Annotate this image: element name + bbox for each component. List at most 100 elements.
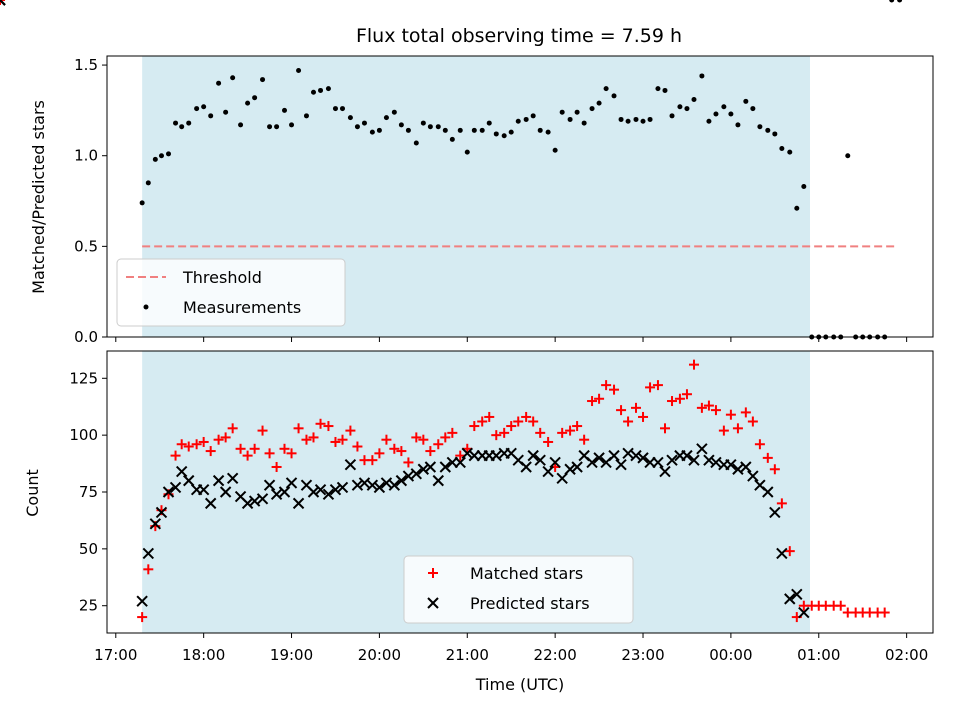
matched-star-point xyxy=(623,416,634,427)
matched-star-point xyxy=(521,411,532,422)
matched-star-point xyxy=(293,423,304,434)
x-tick-label: 00:00 xyxy=(709,646,752,664)
bottom-y-ticks: 25 50 75 100 125 xyxy=(69,369,107,615)
measurement-point xyxy=(633,116,639,122)
bottom-panel: 25 50 75 100 125 17:00 18:00 19:00 20:00 21:00 22… xyxy=(0,0,934,694)
predicted-star-point xyxy=(402,470,415,482)
y-tick-label: 1.5 xyxy=(74,56,98,74)
predicted-star-point xyxy=(169,481,182,494)
predicted-star-point xyxy=(622,447,634,460)
measurement-point xyxy=(457,127,463,133)
matched-star-point xyxy=(703,400,714,411)
top-axes-frame xyxy=(106,55,934,338)
y-tick-label: 0.5 xyxy=(74,237,98,255)
measurement-point xyxy=(139,200,145,206)
legend-threshold-label: Threshold xyxy=(182,268,262,287)
measurement-point xyxy=(245,100,251,106)
predicted-star-point xyxy=(204,497,217,510)
matched-star-point xyxy=(447,427,458,438)
predicted-star-point xyxy=(542,465,554,478)
predicted-star-point xyxy=(593,452,605,464)
matched-star-point xyxy=(191,439,202,450)
predicted-star-point xyxy=(395,474,408,487)
predicted-star-point xyxy=(630,449,642,462)
matched-star-point xyxy=(469,421,480,432)
predicted-star-points xyxy=(0,0,810,619)
matched-star-point xyxy=(535,427,546,438)
predicted-star-point xyxy=(769,506,781,519)
predicted-star-point xyxy=(241,497,254,510)
matched-star-point xyxy=(557,427,568,438)
measurement-point xyxy=(427,124,433,130)
predicted-star-point xyxy=(142,547,155,560)
matched-star-point xyxy=(594,393,605,404)
predicted-star-point xyxy=(791,588,803,601)
legend-measurements-swatch xyxy=(143,304,149,310)
matched-star-point xyxy=(565,425,576,436)
predicted-star-point xyxy=(432,474,444,487)
y-tick-label: 1.0 xyxy=(74,147,98,165)
predicted-star-point xyxy=(183,474,195,487)
matched-star-point xyxy=(323,421,334,432)
predicted-star-point xyxy=(586,456,598,469)
matched-star-point xyxy=(170,450,181,461)
x-tick-label: 23:00 xyxy=(621,646,664,664)
legend-matched-swatch xyxy=(428,568,438,578)
matched-star-point xyxy=(769,464,780,475)
matched-star-point xyxy=(630,402,641,413)
measurement-point xyxy=(179,124,185,130)
predicted-star-point xyxy=(520,461,532,473)
measurement-point xyxy=(230,75,236,81)
matched-star-point xyxy=(301,434,312,445)
measurement-point xyxy=(166,151,172,157)
matched-star-point xyxy=(754,439,765,450)
measurement-point xyxy=(318,87,324,93)
matched-star-point xyxy=(835,600,846,611)
x-tick-label: 18:00 xyxy=(182,646,225,664)
measurement-point xyxy=(325,86,331,92)
predicted-star-point xyxy=(248,495,261,507)
measurement-point xyxy=(405,127,411,133)
measurement-point xyxy=(640,118,646,124)
predicted-star-point xyxy=(212,474,225,487)
measurement-point xyxy=(339,106,345,112)
x-tick-label: 02:00 xyxy=(885,646,928,664)
measurement-point xyxy=(618,116,624,122)
measurement-point xyxy=(772,131,778,137)
matched-star-point xyxy=(271,461,282,472)
top-legend: Threshold Measurements xyxy=(116,258,346,327)
predicted-star-point xyxy=(798,606,810,619)
predicted-star-point xyxy=(263,479,276,491)
predicted-star-point xyxy=(175,465,188,478)
predicted-star-point xyxy=(688,454,700,466)
predicted-star-point xyxy=(373,481,386,494)
measurement-point xyxy=(376,127,382,133)
measurement-points xyxy=(139,0,903,340)
predicted-star-point xyxy=(776,547,788,560)
measurement-point xyxy=(684,106,690,112)
top-legend-box xyxy=(116,258,346,327)
measurement-point xyxy=(158,153,164,159)
predicted-star-point xyxy=(219,486,232,498)
measurement-point xyxy=(347,115,353,121)
matched-star-point xyxy=(418,434,429,445)
measurement-point xyxy=(238,122,244,128)
matched-star-point xyxy=(455,450,466,461)
matched-star-point xyxy=(403,457,414,468)
matched-star-point xyxy=(725,409,736,420)
predicted-star-point xyxy=(534,454,546,466)
y-tick-label: 125 xyxy=(69,369,98,387)
top-panel: 0.0 0.5 1.0 1.5 Matched/Predicted stars Thr… xyxy=(29,0,934,346)
measurement-point xyxy=(413,140,419,146)
matched-star-point xyxy=(499,427,510,438)
predicted-star-point xyxy=(747,470,759,482)
predicted-star-point xyxy=(162,486,175,498)
measurement-point xyxy=(260,77,266,83)
measurement-point xyxy=(420,120,426,126)
matched-star-point xyxy=(279,443,290,454)
measurement-point xyxy=(669,113,675,119)
measurement-point xyxy=(383,115,389,121)
matched-star-point xyxy=(601,380,612,391)
predicted-star-point xyxy=(461,447,473,460)
legend-predicted-swatch xyxy=(427,597,439,609)
